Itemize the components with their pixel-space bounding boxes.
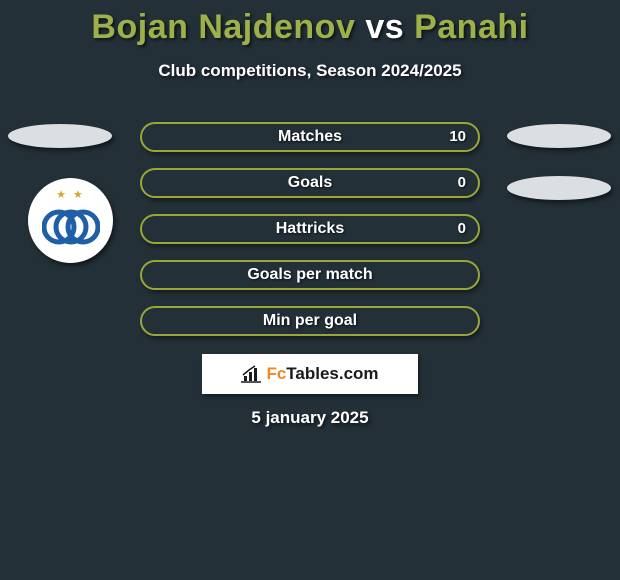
watermark: FcTables.com	[202, 354, 418, 394]
stat-bar: Goals0	[140, 168, 480, 198]
player1-name: Bojan Najdenov	[91, 8, 355, 46]
subtitle: Club competitions, Season 2024/2025	[0, 61, 620, 81]
brand-suffix: Tables.com	[286, 364, 378, 383]
brand-prefix: Fc	[266, 364, 286, 383]
player2-avatar-placeholder	[507, 124, 611, 148]
stat-bars: Matches10Goals0Hattricks0Goals per match…	[140, 122, 480, 352]
stat-bar-value-right: 10	[449, 124, 466, 150]
stat-bar-label: Goals per match	[142, 262, 478, 288]
stat-bar-label: Matches	[142, 124, 478, 150]
stat-bar: Matches10	[140, 122, 480, 152]
stat-bar: Min per goal	[140, 306, 480, 336]
bar-chart-icon	[241, 365, 263, 383]
brand-text: FcTables.com	[266, 364, 378, 384]
stat-bar-value-right: 0	[458, 170, 466, 196]
stat-bar: Hattricks0	[140, 214, 480, 244]
club-stars-icon: ★ ★	[56, 188, 85, 201]
stat-bar: Goals per match	[140, 260, 480, 290]
club-logo-icon	[42, 201, 100, 249]
stat-bar-label: Min per goal	[142, 308, 478, 334]
vs-separator: vs	[365, 8, 404, 46]
date-text: 5 january 2025	[0, 408, 620, 428]
player1-club-badge: ★ ★	[28, 178, 113, 263]
stat-bar-label: Goals	[142, 170, 478, 196]
player2-club-placeholder	[507, 176, 611, 200]
player1-avatar-placeholder	[8, 124, 112, 148]
player2-name: Panahi	[414, 8, 528, 46]
page-title: Bojan Najdenov vs Panahi	[0, 0, 620, 47]
stat-bar-value-right: 0	[458, 216, 466, 242]
stat-bar-label: Hattricks	[142, 216, 478, 242]
